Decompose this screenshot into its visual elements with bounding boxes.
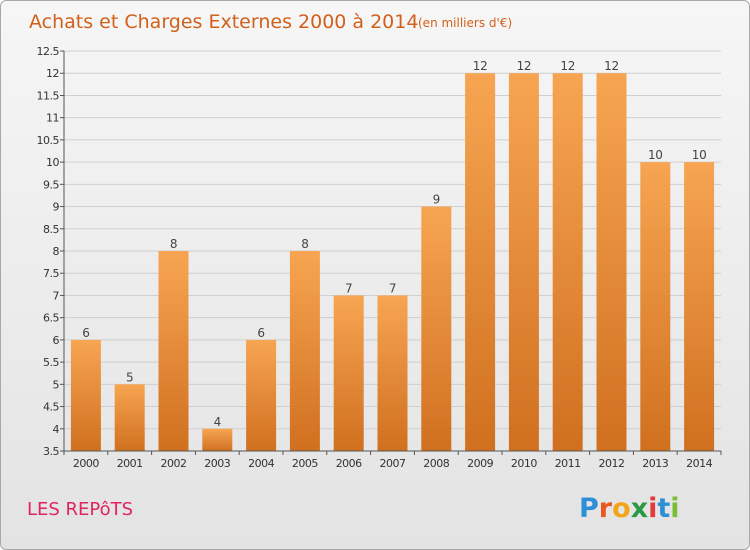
x-tick-label: 2010 (511, 457, 537, 470)
y-tick-label: 7 (53, 289, 60, 302)
data-label: 6 (257, 326, 264, 340)
y-tick-label: 9.5 (43, 178, 59, 191)
y-tick-label: 3.5 (43, 445, 59, 458)
data-label: 9 (433, 193, 440, 207)
x-tick-label: 2007 (380, 457, 406, 470)
logo-letter: i (648, 493, 657, 524)
proxiti-logo: Proxiti (579, 493, 680, 524)
bar (114, 384, 145, 451)
y-tick-label: 10 (46, 156, 59, 169)
bar (377, 295, 408, 451)
logo-letter: x (631, 493, 648, 524)
logo-letter: o (612, 493, 631, 524)
data-label: 12 (517, 59, 532, 73)
x-tick-label: 2014 (686, 457, 712, 470)
y-tick-label: 8.5 (43, 223, 59, 236)
logo-letter: r (599, 493, 613, 524)
y-tick-label: 6 (53, 334, 60, 347)
x-tick-label: 2008 (423, 457, 449, 470)
y-tick-label: 4.5 (43, 401, 59, 414)
x-tick-label: 2001 (117, 457, 143, 470)
data-labels: 6 5 8 4 6 8 7 7 9 12 12 12 12 10 10 (82, 59, 707, 429)
x-axis-ticks: 2000 2001 2002 2003 2004 2005 2006 2007 2008 2009… (63, 451, 722, 470)
y-tick-label: 5.5 (43, 356, 59, 369)
y-tick-label: 9 (53, 201, 60, 214)
data-label: 12 (604, 59, 619, 73)
bar (333, 295, 364, 451)
y-tick-label: 12 (46, 67, 59, 80)
x-tick-label: 2003 (204, 457, 230, 470)
bar (596, 73, 627, 451)
x-tick-label: 2005 (292, 457, 318, 470)
bar (552, 73, 583, 451)
y-tick-label: 12.5 (37, 45, 60, 58)
bar (158, 251, 189, 451)
x-tick-label: 2000 (73, 457, 99, 470)
y-tick-label: 4 (53, 423, 60, 436)
y-axis-ticks: 3.5 4 4.5 5 5.5 6 6.5 7 7.5 8 8.5 9 9.5 10 10.5 11 11.5 1… (37, 45, 64, 458)
x-tick-label: 2002 (161, 457, 187, 470)
bar (202, 428, 233, 451)
y-tick-label: 11 (46, 112, 59, 125)
bar (70, 339, 101, 451)
logo-letter: t (657, 493, 670, 524)
data-label: 8 (301, 237, 308, 251)
x-tick-label: 2013 (642, 457, 668, 470)
y-tick-label: 7.5 (43, 267, 59, 280)
data-label: 6 (82, 326, 89, 340)
bar (289, 251, 320, 451)
y-tick-label: 10.5 (37, 134, 60, 147)
x-tick-label: 2012 (599, 457, 625, 470)
y-tick-label: 6.5 (43, 312, 59, 325)
bar (421, 206, 452, 451)
bar (246, 339, 277, 451)
data-label: 12 (473, 59, 488, 73)
x-tick-label: 2006 (336, 457, 362, 470)
data-label: 10 (648, 148, 663, 162)
bars (70, 73, 715, 451)
commune-name: LES REPôTS (27, 499, 133, 520)
y-tick-label: 8 (53, 245, 60, 258)
chart-subtitle: (en milliers d'€) (418, 16, 512, 30)
bar (508, 73, 539, 451)
x-tick-label: 2009 (467, 457, 493, 470)
bar (684, 162, 715, 451)
logo-letter: P (579, 493, 599, 524)
bar (640, 162, 671, 451)
data-label: 7 (345, 281, 352, 295)
bar (465, 73, 496, 451)
data-label: 12 (560, 59, 575, 73)
data-label: 8 (170, 237, 177, 251)
data-label: 5 (126, 370, 133, 384)
data-label: 7 (389, 281, 396, 295)
x-tick-label: 2004 (248, 457, 274, 470)
y-tick-label: 5 (53, 378, 60, 391)
data-label: 10 (692, 148, 707, 162)
data-label: 4 (214, 415, 221, 429)
x-tick-label: 2011 (555, 457, 581, 470)
chart-title: Achats et Charges Externes 2000 à 2014 (29, 11, 418, 33)
y-tick-label: 11.5 (37, 89, 60, 102)
logo-letter: i (670, 493, 679, 524)
